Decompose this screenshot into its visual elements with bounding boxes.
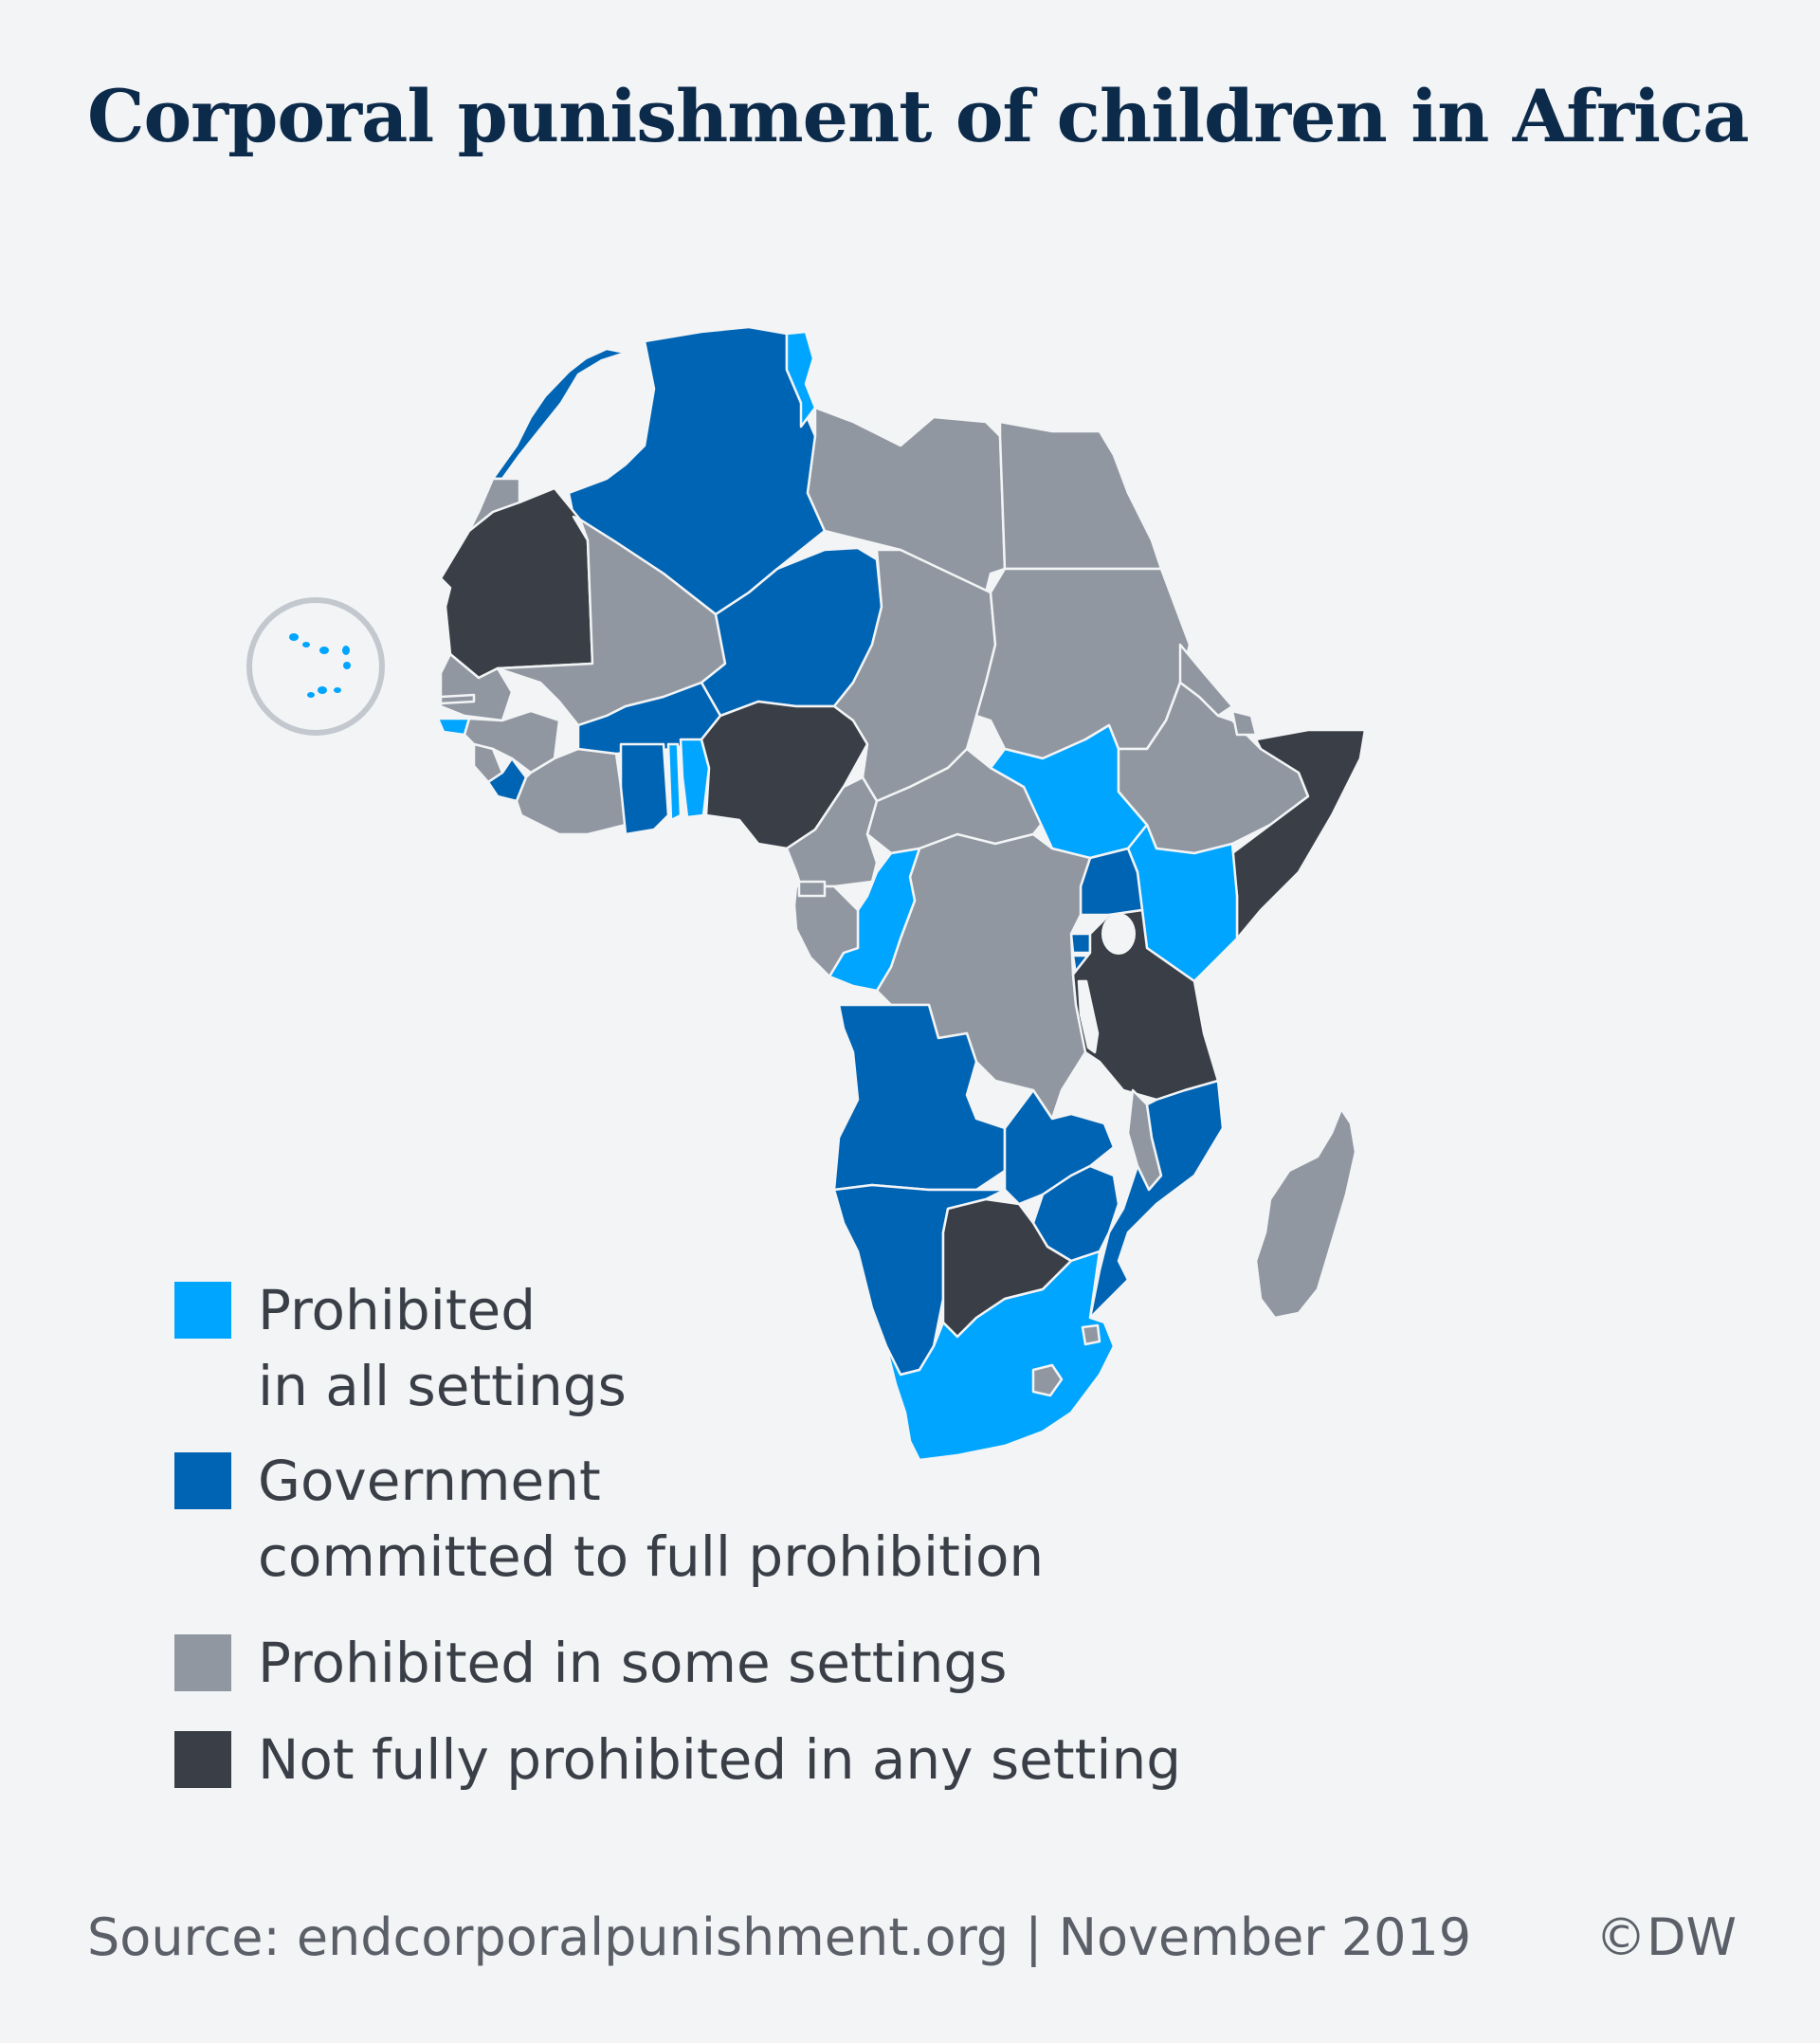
legend-swatch-not-prohibited: [174, 1731, 231, 1788]
map-title: Corporal punishment of children in Afric…: [87, 74, 1750, 158]
country-lesotho: [1031, 1363, 1064, 1397]
legend-swatch-prohibited-all: [174, 1282, 231, 1339]
country-mauritania: [439, 486, 594, 680]
country-togo: [666, 742, 682, 822]
country-cote-divoire: [515, 747, 628, 836]
country-madagascar: [1254, 1107, 1357, 1320]
source-text: Source: endcorporalpunishment.org | Nove…: [87, 1907, 1472, 1967]
lake-tanganyika: [1077, 979, 1100, 1054]
country-equatorial-guinea: [797, 880, 827, 898]
legend-swatch-gov-committed: [174, 1452, 231, 1509]
legend-label-gov-committed: Government committed to full prohibition: [258, 1449, 1045, 1589]
lake-victoria: [1101, 913, 1136, 955]
country-gambia: [439, 693, 476, 705]
country-gabon: [792, 885, 860, 978]
legend-swatch-prohibited-some: [174, 1634, 231, 1691]
country-south-africa: [884, 1250, 1116, 1462]
country-eswatini: [1081, 1323, 1101, 1346]
country-republic-of-congo: [828, 847, 921, 993]
footer: Source: endcorporalpunishment.org | Nove…: [87, 1907, 1737, 1967]
legend-label-not-prohibited: Not fully prohibited in any setting: [258, 1727, 1182, 1792]
cape-verde-islands: [289, 633, 351, 698]
cape-verde-inset-circle: [246, 597, 385, 736]
country-rwanda: [1069, 932, 1092, 955]
country-ghana: [619, 742, 670, 836]
copyright-text: ©DW: [1595, 1907, 1737, 1967]
country-morocco: [491, 347, 628, 481]
country-djibouti: [1230, 709, 1258, 737]
country-cameroon: [785, 775, 879, 888]
country-mozambique: [1088, 1079, 1225, 1320]
country-libya: [806, 406, 1007, 594]
legend-label-prohibited-some: Prohibited in some settings: [258, 1631, 1008, 1695]
country-sudan: [974, 567, 1192, 760]
legend-label-prohibited-all: Prohibited in all settings: [258, 1278, 627, 1418]
country-egypt: [998, 420, 1163, 571]
